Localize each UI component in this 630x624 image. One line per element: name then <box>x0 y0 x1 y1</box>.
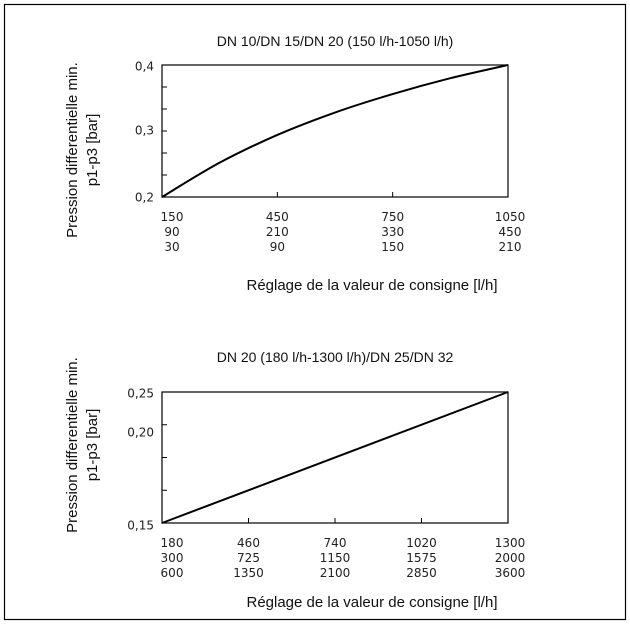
chart2-y-tick-label: 0,20 <box>127 426 154 440</box>
chart1-x-tick-label: 150 <box>381 240 404 254</box>
chart1-series-line <box>161 64 509 198</box>
chart1-y-axis-label: p1-p3 [bar] <box>84 114 101 187</box>
chart2-x-tick-label: 1575 <box>406 551 437 565</box>
chart1-x-axis-label: Réglage de la valeur de consigne [l/h] <box>246 277 497 294</box>
chart1-x-tick-label: 210 <box>499 240 522 254</box>
chart1-x-tick-label: 30 <box>164 240 179 254</box>
chart2-x-tick-label: 460 <box>237 536 260 550</box>
chart1-x-tick-label: 1050 <box>495 210 526 224</box>
chart1-y-tick-label: 0,3 <box>135 124 154 138</box>
chart2-series-line <box>161 391 509 524</box>
chart1-y-tick-label: 0,2 <box>135 191 154 205</box>
chart2-x-tick-label: 1150 <box>320 551 351 565</box>
chart1-plot-frame <box>161 64 509 198</box>
chart2-x-tick-label: 1300 <box>495 536 526 550</box>
chart2-y-axis-label: Pression differentielle min. <box>64 357 81 533</box>
chart2-y-tick-label: 0,25 <box>127 387 154 401</box>
chart1-x-tick-label: 90 <box>270 240 285 254</box>
chart2-x-tick-label: 300 <box>161 551 184 565</box>
chart1-x-tick-label: 150 <box>161 210 184 224</box>
chart2-title: DN 20 (180 l/h-1300 l/h)/DN 25/DN 32 <box>217 349 454 365</box>
chart1-x-tick-label: 330 <box>381 225 404 239</box>
chart2-x-tick-label: 3600 <box>495 566 526 580</box>
chart2-y-tick-label: 0,15 <box>127 519 154 533</box>
chart1-x-tick-label: 450 <box>499 225 522 239</box>
chart1-x-tick-label: 450 <box>266 210 289 224</box>
chart1-x-tick-label: 750 <box>381 210 404 224</box>
chart2-x-tick-label: 740 <box>324 536 347 550</box>
chart1-y-axis-label: Pression differentielle min. <box>64 62 81 238</box>
chart1-x-tick-label: 90 <box>164 225 179 239</box>
chart2-y-axis-label: p1-p3 [bar] <box>84 409 101 482</box>
chart2-x-tick-label: 2100 <box>320 566 351 580</box>
chart1-x-tick-label: 210 <box>266 225 289 239</box>
chart2-x-tick-label: 1350 <box>233 566 264 580</box>
chart2-x-tick-label: 2850 <box>406 566 437 580</box>
chart2-x-tick-label: 1020 <box>406 536 437 550</box>
chart2-x-tick-label: 180 <box>161 536 184 550</box>
chart2-x-tick-label: 600 <box>161 566 184 580</box>
figure-border <box>3 3 627 621</box>
chart2-x-tick-label: 725 <box>237 551 260 565</box>
chart1-title: DN 10/DN 15/DN 20 (150 l/h-1050 l/h) <box>217 33 454 49</box>
chart2-x-tick-label: 2000 <box>495 551 526 565</box>
chart1-y-tick-label: 0,4 <box>135 60 154 74</box>
chart2-x-axis-label: Réglage de la valeur de consigne [l/h] <box>246 594 497 611</box>
